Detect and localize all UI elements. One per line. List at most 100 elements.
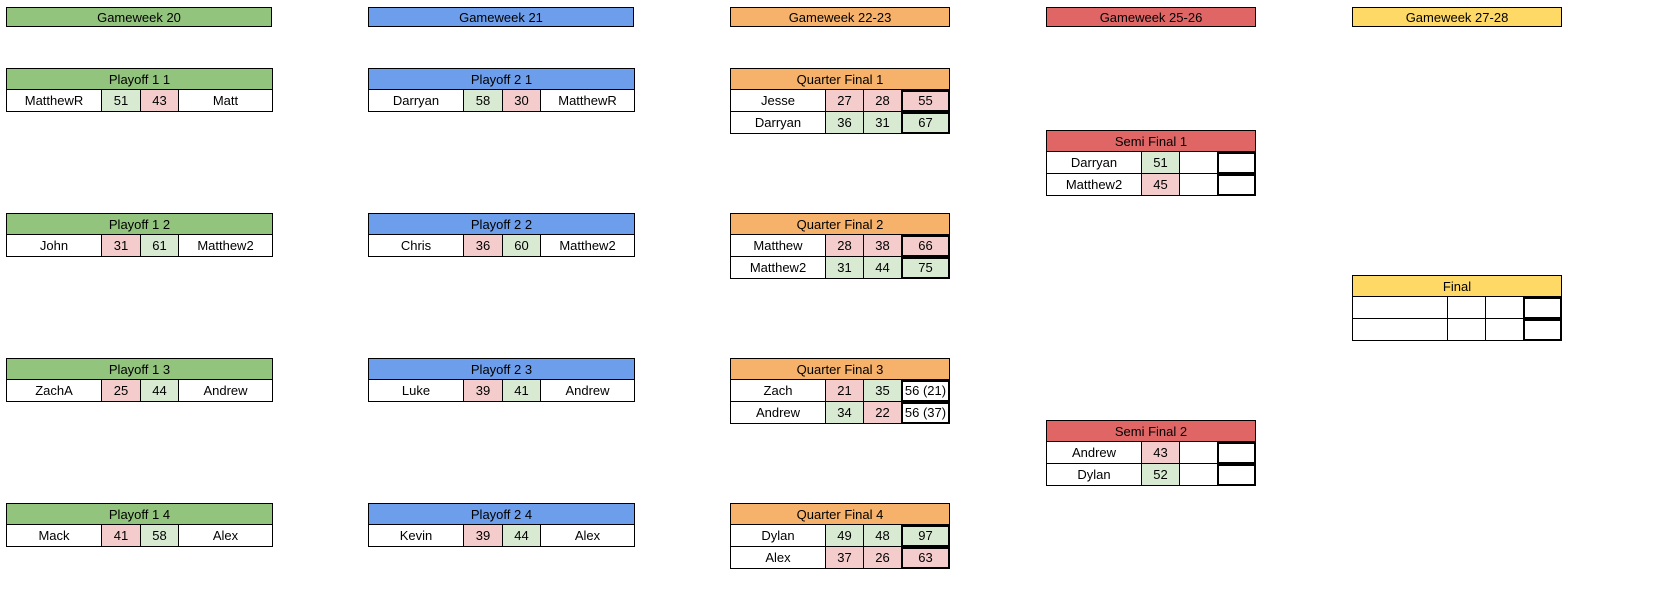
- away-team: Alex: [178, 525, 273, 547]
- match-row: Matthew2 45: [1046, 174, 1256, 196]
- away-score: 43: [140, 90, 178, 112]
- score-week-2: [1179, 442, 1217, 464]
- home-score: 41: [101, 525, 140, 547]
- team-name: [1352, 297, 1447, 319]
- aggregate-score: 55: [901, 90, 950, 112]
- match-title: Semi Final 1: [1046, 130, 1256, 152]
- aggregate-score: [1523, 297, 1562, 319]
- match-title: Playoff 1 2: [6, 213, 273, 235]
- home-score: 39: [463, 380, 502, 402]
- match-title: Playoff 1 1: [6, 68, 273, 90]
- score-week-2: 28: [863, 90, 901, 112]
- match-row: [1352, 319, 1562, 341]
- home-score: 36: [463, 235, 502, 257]
- team-name: [1352, 319, 1447, 341]
- score-week-1: 21: [825, 380, 863, 402]
- score-week-1: [1447, 297, 1485, 319]
- home-team: Luke: [368, 380, 463, 402]
- home-team: MatthewR: [6, 90, 101, 112]
- match-title: Quarter Final 3: [730, 358, 950, 380]
- match-row: Zach 21 35 56 (21): [730, 380, 950, 402]
- aggregate-score: 67: [901, 112, 950, 134]
- away-team: Matthew2: [540, 235, 635, 257]
- aggregate-score: 56 (21): [901, 380, 950, 402]
- away-team: Andrew: [540, 380, 635, 402]
- aggregate-score: [1217, 152, 1256, 174]
- team-name: Andrew: [1046, 442, 1141, 464]
- score-week-2: 48: [863, 525, 901, 547]
- score-week-1: 28: [825, 235, 863, 257]
- team-name: Alex: [730, 547, 825, 569]
- score-week-1: 52: [1141, 464, 1179, 486]
- team-name: Matthew2: [1046, 174, 1141, 196]
- score-week-1: 27: [825, 90, 863, 112]
- score-week-2: [1179, 152, 1217, 174]
- aggregate-score: 63: [901, 547, 950, 569]
- match-title: Quarter Final 1: [730, 68, 950, 90]
- away-score: 41: [502, 380, 540, 402]
- match-row: Darryan 36 31 67: [730, 112, 950, 134]
- score-week-2: [1179, 464, 1217, 486]
- aggregate-score: [1217, 442, 1256, 464]
- aggregate-score: 66: [901, 235, 950, 257]
- away-team: MatthewR: [540, 90, 635, 112]
- quarter-final-3: Quarter Final 3 Zach 21 35 56 (21) Andre…: [730, 358, 950, 424]
- match-row: Matthew 28 38 66: [730, 235, 950, 257]
- playoff1-match-2: Playoff 1 2 John 31 61 Matthew2: [6, 213, 273, 257]
- home-team: John: [6, 235, 101, 257]
- match-title: Final: [1352, 275, 1562, 297]
- home-team: Chris: [368, 235, 463, 257]
- score-week-2: 26: [863, 547, 901, 569]
- aggregate-score: [1217, 174, 1256, 196]
- team-name: Darryan: [730, 112, 825, 134]
- home-team: ZachA: [6, 380, 101, 402]
- match-row: Andrew 43: [1046, 442, 1256, 464]
- match-row: Chris 36 60 Matthew2: [368, 235, 635, 257]
- match-title: Playoff 2 2: [368, 213, 635, 235]
- score-week-1: 34: [825, 402, 863, 424]
- away-team: Matt: [178, 90, 273, 112]
- playoff2-match-3: Playoff 2 3 Luke 39 41 Andrew: [368, 358, 635, 402]
- score-week-1: 31: [825, 257, 863, 279]
- quarter-final-4: Quarter Final 4 Dylan 49 48 97 Alex 37 2…: [730, 503, 950, 569]
- match-title: Playoff 1 4: [6, 503, 273, 525]
- aggregate-score: 56 (37): [901, 402, 950, 424]
- match-title: Playoff 2 4: [368, 503, 635, 525]
- playoff1-match-1: Playoff 1 1 MatthewR 51 43 Matt: [6, 68, 273, 112]
- team-name: Andrew: [730, 402, 825, 424]
- match-title: Quarter Final 2: [730, 213, 950, 235]
- home-score: 31: [101, 235, 140, 257]
- match-title: Semi Final 2: [1046, 420, 1256, 442]
- score-week-1: 36: [825, 112, 863, 134]
- match-row: John 31 61 Matthew2: [6, 235, 273, 257]
- match-title: Playoff 1 3: [6, 358, 273, 380]
- playoff2-match-4: Playoff 2 4 Kevin 39 44 Alex: [368, 503, 635, 547]
- aggregate-score: 75: [901, 257, 950, 279]
- header-gameweek-25-26: Gameweek 25-26: [1046, 7, 1256, 27]
- score-week-1: 51: [1141, 152, 1179, 174]
- score-week-2: [1485, 319, 1523, 341]
- match-row: Dylan 52: [1046, 464, 1256, 486]
- score-week-2: [1485, 297, 1523, 319]
- score-week-1: [1447, 319, 1485, 341]
- playoff1-match-4: Playoff 1 4 Mack 41 58 Alex: [6, 503, 273, 547]
- team-name: Dylan: [1046, 464, 1141, 486]
- aggregate-score: [1217, 464, 1256, 486]
- team-name: Matthew: [730, 235, 825, 257]
- away-score: 30: [502, 90, 540, 112]
- score-week-2: 35: [863, 380, 901, 402]
- away-score: 58: [140, 525, 178, 547]
- score-week-2: 31: [863, 112, 901, 134]
- away-team: Andrew: [178, 380, 273, 402]
- header-gameweek-27-28: Gameweek 27-28: [1352, 7, 1562, 27]
- match-row: Andrew 34 22 56 (37): [730, 402, 950, 424]
- match-row: [1352, 297, 1562, 319]
- team-name: Jesse: [730, 90, 825, 112]
- match-title: Playoff 2 1: [368, 68, 635, 90]
- header-gameweek-20: Gameweek 20: [6, 7, 272, 27]
- score-week-1: 49: [825, 525, 863, 547]
- away-score: 60: [502, 235, 540, 257]
- playoff2-match-1: Playoff 2 1 Darryan 58 30 MatthewR: [368, 68, 635, 112]
- match-row: Jesse 27 28 55: [730, 90, 950, 112]
- score-week-2: 44: [863, 257, 901, 279]
